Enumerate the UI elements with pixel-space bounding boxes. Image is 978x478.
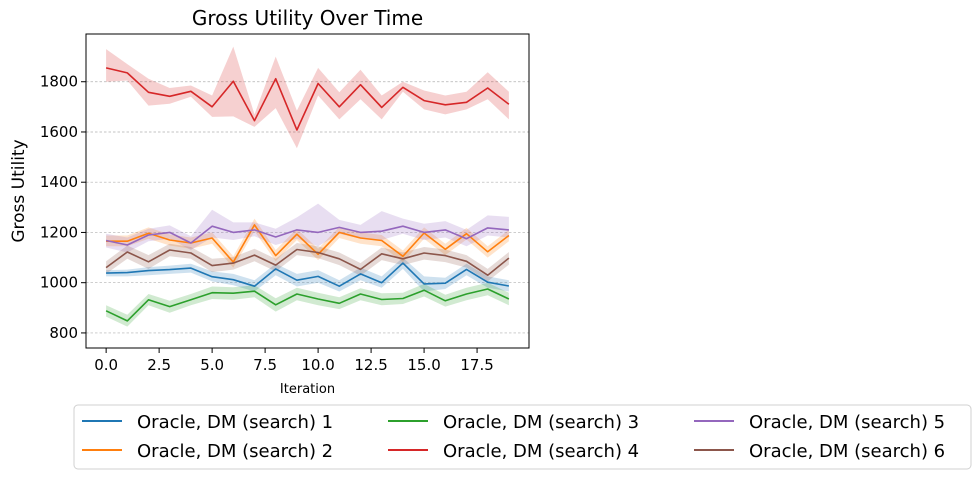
legend-label: Oracle, DM (search) 1 (137, 412, 333, 433)
series-line-2 (106, 224, 510, 263)
x-axis-ticks: 0.0 2.5 5.0 7.5 10.0 12.5 15.0 17.5 (94, 348, 494, 374)
legend-frame (73, 404, 972, 470)
series-line-6 (105, 248, 510, 277)
series-line-5 (105, 225, 509, 246)
y-tick-label: 800 (49, 324, 78, 342)
legend-label: Oracle, DM (search) 3 (443, 412, 639, 433)
y-tick-label: 1800 (40, 73, 78, 91)
series-line-4 (105, 67, 510, 131)
x-tick-label: 2.5 (147, 356, 171, 374)
legend-label: Oracle, DM (search) 4 (443, 441, 639, 462)
x-tick-label: 10.0 (301, 356, 334, 374)
x-axis-label: Iteration (280, 382, 335, 397)
plot-frame (85, 33, 530, 349)
series-lines (105, 67, 510, 322)
series-band-6 (106, 243, 509, 282)
grid-lines (86, 81, 529, 334)
series-line-1 (106, 262, 510, 288)
series-band-4 (106, 46, 509, 149)
legend: Oracle, DM (search) 1 Oracle, DM (search)… (73, 404, 972, 470)
series-band-1 (106, 257, 509, 292)
confidence-bands (106, 46, 509, 327)
y-axis-ticks: 800 1000 1200 1400 1600 1800 (40, 73, 86, 342)
y-tick-label: 1400 (40, 173, 78, 191)
x-tick-label: 0.0 (94, 356, 118, 374)
y-tick-label: 1600 (40, 123, 78, 141)
legend-label: Oracle, DM (search) 6 (749, 441, 945, 462)
series-band-2 (106, 218, 509, 268)
series-band-3 (106, 282, 509, 327)
series-band-5 (106, 203, 509, 253)
legend-label: Oracle, DM (search) 2 (137, 441, 333, 462)
y-tick-label: 1200 (40, 223, 78, 241)
y-axis-label: Gross Utility (9, 139, 29, 242)
series-line-3 (105, 288, 510, 322)
chart-title: Gross Utility Over Time (192, 6, 423, 30)
x-tick-label: 17.5 (460, 356, 493, 374)
y-tick-label: 1000 (40, 274, 78, 292)
x-tick-label: 7.5 (253, 356, 277, 374)
legend-label: Oracle, DM (search) 5 (749, 412, 945, 433)
x-tick-label: 15.0 (407, 356, 440, 374)
x-tick-label: 12.5 (354, 356, 387, 374)
x-tick-label: 5.0 (200, 356, 224, 374)
